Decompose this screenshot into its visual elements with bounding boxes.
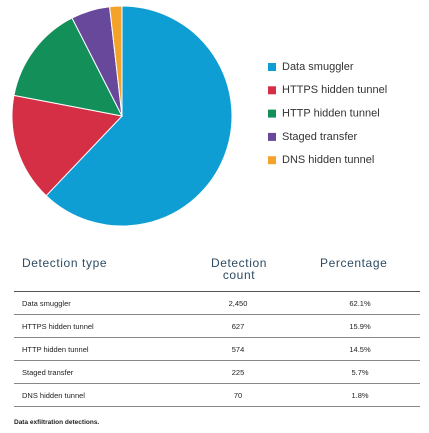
legend-swatch bbox=[268, 132, 276, 141]
table-cell: 1.8% bbox=[351, 391, 369, 400]
legend-label: DNS hidden tunnel bbox=[282, 154, 374, 166]
column-header: Detection type bbox=[22, 256, 108, 270]
pie-slice bbox=[11, 94, 123, 197]
table-cell: 5.7% bbox=[351, 368, 369, 377]
table-cell: 574 bbox=[231, 345, 245, 354]
table-row: Staged transfer 225 5.7% bbox=[14, 361, 420, 384]
table-cell: 15.9% bbox=[349, 322, 371, 331]
pie-slice bbox=[45, 5, 233, 227]
column-header: Detection count bbox=[210, 256, 268, 282]
table-cell: DNS hidden tunnel bbox=[22, 391, 85, 400]
legend-swatch bbox=[268, 63, 276, 71]
table-cell: 14.5% bbox=[349, 345, 371, 354]
table-cell: HTTP hidden tunnel bbox=[22, 345, 89, 354]
table-cell: 62.1% bbox=[349, 299, 371, 308]
table-row: DNS hidden tunnel 70 1.8% bbox=[14, 384, 420, 407]
table-row: HTTP hidden tunnel 574 14.5% bbox=[14, 338, 420, 361]
table-cell: HTTPS hidden tunnel bbox=[22, 322, 94, 331]
table-cell: Staged transfer bbox=[22, 368, 74, 377]
table: Data smuggler 2,450 62.1% HTTPS hidden tunn… bbox=[14, 291, 420, 407]
legend-swatch bbox=[268, 86, 276, 95]
table-cell: 627 bbox=[231, 322, 245, 331]
legend-swatch bbox=[268, 109, 276, 118]
legend-swatch bbox=[268, 156, 276, 165]
table-cell: 225 bbox=[231, 368, 245, 377]
table-cell: Data smuggler bbox=[22, 299, 71, 308]
column-header: Percentage bbox=[320, 256, 388, 270]
table-row: Data smuggler 2,450 62.1% bbox=[14, 292, 420, 315]
caption: Data exfiltration detections. bbox=[14, 419, 100, 426]
pie-chart: Data smuggler HTTPS hidden tunnel HTTP hid… bbox=[11, 5, 387, 227]
legend-label: Staged transfer bbox=[282, 131, 358, 143]
legend-label: HTTPS hidden tunnel bbox=[282, 84, 387, 96]
legend-label: HTTP hidden tunnel bbox=[282, 108, 380, 120]
table-cell: 2,450 bbox=[228, 299, 248, 308]
pie-slice bbox=[13, 17, 123, 117]
table-row: HTTPS hidden tunnel 627 15.9% bbox=[14, 315, 420, 338]
legend-label: Data smuggler bbox=[282, 61, 354, 73]
table-cell: 70 bbox=[233, 391, 243, 400]
pie-slice bbox=[109, 5, 123, 117]
